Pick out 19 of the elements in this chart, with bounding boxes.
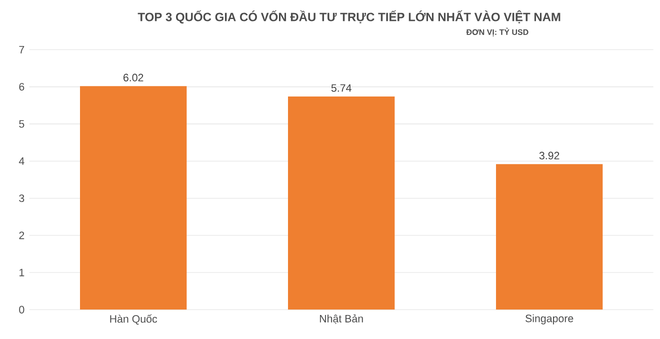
x-tick-label: Nhật Bản xyxy=(320,314,363,324)
y-tick-label: 1 xyxy=(20,268,24,276)
data-label: 5.74 xyxy=(331,84,352,92)
y-tick-label: 5 xyxy=(19,120,24,128)
x-tick-label: Hàn Quốc xyxy=(110,314,158,325)
data-label: 3.92 xyxy=(539,152,560,160)
y-tick-label: 7 xyxy=(19,46,24,54)
y-tick-label: 3 xyxy=(19,194,24,202)
x-tick-label: Singapore xyxy=(526,314,574,324)
bar xyxy=(80,86,187,310)
bar xyxy=(496,164,603,310)
data-label: 6.02 xyxy=(124,74,144,82)
y-tick-label: 6 xyxy=(19,83,24,91)
bar xyxy=(288,96,395,310)
y-tick-label: 0 xyxy=(19,306,24,314)
chart-title: TOP 3 QUỐC GIA CÓ VỐN ĐẦU TƯ TRỰC TIẾP LỚN NHẤT VÀO VIỆT NAM xyxy=(138,10,560,24)
chart-subtitle: ĐƠN VỊ: TỶ USD xyxy=(466,28,528,36)
y-tick-label: 2 xyxy=(19,232,24,240)
y-tick-label: 4 xyxy=(18,157,24,165)
